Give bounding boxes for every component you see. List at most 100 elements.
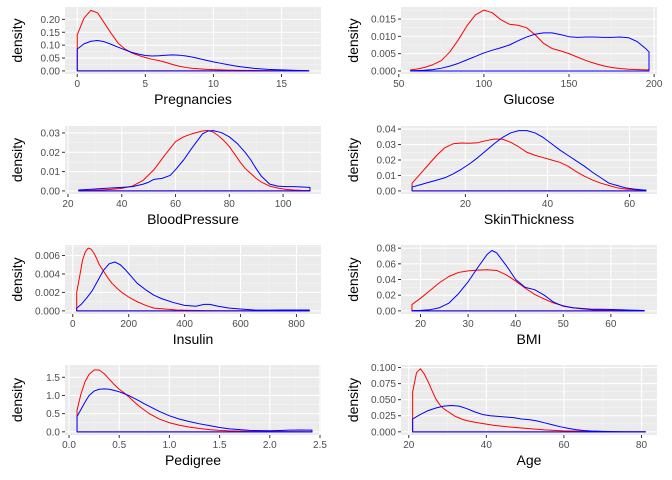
x-tick-label: 15: [276, 79, 288, 90]
y-tick-label: 0.15: [41, 28, 61, 39]
x-tick-label: 0.5: [112, 440, 126, 451]
y-tick-label: 0.000: [371, 427, 396, 438]
density-panel-skinthickness: 20 40 60 0.00 0.01 0.02 0.03 0.04 SkinThickness d…: [345, 125, 657, 227]
y-tick-label: 0.050: [371, 395, 396, 406]
density-panel-age: 20 40 60 80 0.000 0.025 0.050 0.075 0.100 Age dens…: [345, 363, 657, 468]
x-tick-label: 20: [415, 319, 427, 330]
y-axis-title: density: [9, 138, 25, 182]
y-tick-label: 0.04: [377, 125, 397, 136]
x-tick-label: 20: [62, 199, 74, 210]
y-axis-title: density: [9, 18, 25, 62]
y-tick-label: 0.02: [41, 148, 61, 159]
y-tick-label: 0.05: [41, 54, 61, 65]
density-panel-bmi: 20 30 40 50 60 0.00 0.02 0.04 0.06 0.08 BMI density: [345, 244, 657, 347]
density-curve-blue: [412, 404, 646, 433]
x-tick-label: 2.5: [313, 440, 327, 451]
density-curve-blue: [411, 249, 645, 312]
y-tick-label: 0.000: [371, 66, 396, 77]
density-panel-pregnancies: 0 5 10 15 0.000.05 0.10 0.15 0.20 Pregnancies den…: [9, 7, 321, 107]
x-tick-label: 60: [605, 319, 617, 330]
x-tick-label: 150: [561, 79, 578, 90]
x-tick-label: 800: [288, 319, 305, 330]
y-tick-label: 1.5: [46, 373, 60, 384]
density-curve-red: [411, 138, 647, 192]
x-tick-label: 400: [176, 319, 193, 330]
y-tick-label: 0.010: [371, 32, 396, 43]
x-axis-title: Insulin: [173, 331, 213, 347]
y-tick-label: 0.5: [46, 409, 60, 420]
x-tick-label: 20: [460, 199, 472, 210]
x-axis-title: BloodPressure: [147, 211, 239, 227]
x-axis-title: Glucose: [503, 91, 555, 107]
y-tick-label: 0.06: [377, 259, 397, 270]
y-axis-title: density: [345, 138, 361, 182]
x-tick-label: 600: [232, 319, 249, 330]
x-tick-label: 60: [170, 199, 182, 210]
x-tick-label: 200: [646, 79, 663, 90]
y-tick-label: 0.0: [46, 427, 60, 438]
y-tick-label: 0.02: [377, 291, 397, 302]
x-axis-title: Pregnancies: [154, 91, 232, 107]
x-tick-label: 30: [463, 319, 475, 330]
x-tick-label: 200: [120, 319, 137, 330]
y-tick-label: 0.075: [371, 379, 396, 390]
y-tick-label: 0.03: [377, 140, 397, 151]
y-tick-label: 0.03: [41, 128, 61, 139]
y-tick-label: 0.20: [41, 15, 61, 26]
y-tick-label: 1.0: [46, 391, 60, 402]
y-tick-label: 0.01: [377, 171, 397, 182]
density-curve-blue: [76, 388, 313, 433]
density-panel-bloodpressure: 20 40 60 80 100 0.00 0.01 0.02 0.03 BloodPressure…: [9, 126, 321, 227]
panel-background: [65, 365, 321, 435]
density-curve-blue: [411, 130, 647, 192]
x-tick-label: 1.0: [162, 440, 176, 451]
x-tick-label: 5: [143, 79, 149, 90]
y-tick-label: 0.10: [41, 41, 61, 52]
y-tick-label: 0.00: [41, 66, 61, 77]
y-tick-label: 0.005: [371, 49, 396, 60]
y-tick-label: 0.04: [377, 275, 397, 286]
x-tick-label: 40: [542, 199, 554, 210]
x-tick-label: 60: [558, 440, 570, 451]
y-tick-label: 0.100: [371, 363, 396, 374]
panel-background: [65, 7, 321, 74]
x-tick-label: 40: [481, 440, 493, 451]
y-tick-label: 0.00: [377, 306, 397, 317]
y-tick-label: 0.00: [41, 186, 61, 197]
x-tick-label: 0: [70, 319, 76, 330]
y-tick-label: 0.000: [35, 306, 60, 317]
density-curve-blue: [76, 40, 310, 72]
panel-background: [65, 245, 321, 314]
y-axis-title: density: [345, 18, 361, 62]
x-tick-label: 60: [624, 199, 636, 210]
y-axis-title: density: [9, 257, 25, 301]
density-panel-glucose: 50 100 150 200 0.000 0.005 0.010 0.015 Glucose de…: [345, 7, 663, 107]
y-tick-label: 0.08: [377, 244, 397, 255]
x-tick-label: 0.0: [62, 440, 76, 451]
y-axis-title: density: [345, 378, 361, 422]
y-tick-label: 0.004: [35, 269, 60, 280]
x-axis-title: Age: [517, 452, 542, 468]
x-tick-label: 80: [224, 199, 236, 210]
y-tick-label: 0.01: [41, 167, 61, 178]
x-tick-label: 40: [116, 199, 128, 210]
density-panel-pedigree: 0.0 0.5 1.0 1.5 2.0 2.50.00.51.01.5Pedigreede…: [9, 365, 327, 468]
x-tick-label: 2.0: [263, 440, 277, 451]
y-tick-label: 0.002: [35, 288, 60, 299]
x-tick-label: 100: [275, 199, 292, 210]
x-tick-label: 0: [74, 79, 80, 90]
y-tick-label: 0.015: [371, 15, 396, 26]
y-axis-title: density: [345, 257, 361, 301]
x-tick-label: 1.5: [213, 440, 227, 451]
x-tick-label: 40: [510, 319, 522, 330]
density-panel-insulin: 0 200 400 600 800 0.000 0.002 0.004 0.006 Insulin…: [9, 245, 321, 347]
x-tick-label: 50: [558, 319, 570, 330]
x-tick-label: 80: [636, 440, 648, 451]
panel-background: [401, 7, 657, 74]
density-curve-blue: [76, 261, 310, 312]
y-tick-label: 0.006: [35, 251, 60, 262]
panel-background: [65, 126, 321, 194]
x-axis-title: BMI: [517, 331, 542, 347]
x-tick-label: 50: [393, 79, 405, 90]
